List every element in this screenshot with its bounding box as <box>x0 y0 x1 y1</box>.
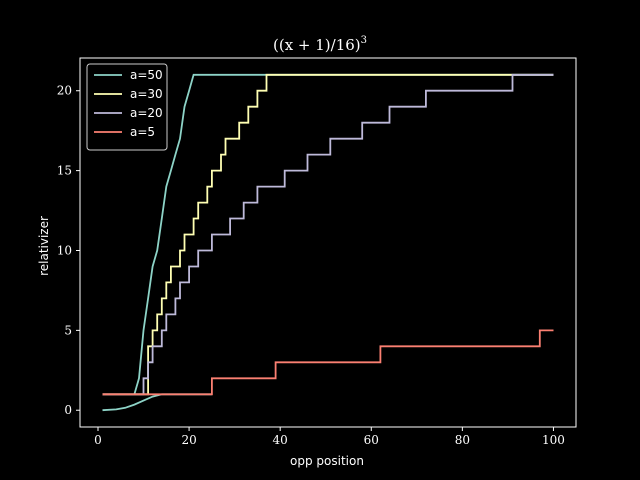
x-tick-label: 0 <box>94 433 102 447</box>
y-tick-label: 10 <box>57 243 72 257</box>
y-axis-ticks: 0 5 10 15 20 <box>57 84 80 417</box>
x-tick-label: 40 <box>273 433 288 447</box>
y-tick-label: 15 <box>57 164 72 178</box>
legend-entry-label: a=5 <box>130 125 155 139</box>
y-tick-label: 0 <box>64 403 72 417</box>
chart-title-main: ((x + 1)/16) <box>273 36 361 54</box>
x-tick-label: 80 <box>455 433 470 447</box>
x-tick-label: 100 <box>542 433 565 447</box>
series-line-a-5 <box>102 329 554 396</box>
chart-title-exponent: 3 <box>361 35 367 46</box>
legend-entry-label: a=30 <box>130 87 163 101</box>
y-tick-label: 20 <box>57 84 72 98</box>
series-lines <box>102 73 554 412</box>
y-axis-label: relativizer <box>37 216 51 276</box>
x-axis-ticks: 0 20 40 60 80 100 <box>94 427 565 447</box>
y-tick-label: 5 <box>64 323 72 337</box>
x-axis-label: opp position <box>290 454 364 468</box>
legend-box <box>86 63 168 151</box>
series-line-a-20 <box>102 73 554 396</box>
chart-title: ((x + 1)/16)3 <box>273 35 367 54</box>
legend: a=50 a=30 a=20 a=5 <box>86 63 168 151</box>
legend-entry-label: a=50 <box>130 68 163 82</box>
x-tick-label: 60 <box>364 433 379 447</box>
series-line-a-30 <box>102 73 554 396</box>
x-tick-label: 20 <box>181 433 196 447</box>
legend-entry-label: a=20 <box>130 106 163 120</box>
